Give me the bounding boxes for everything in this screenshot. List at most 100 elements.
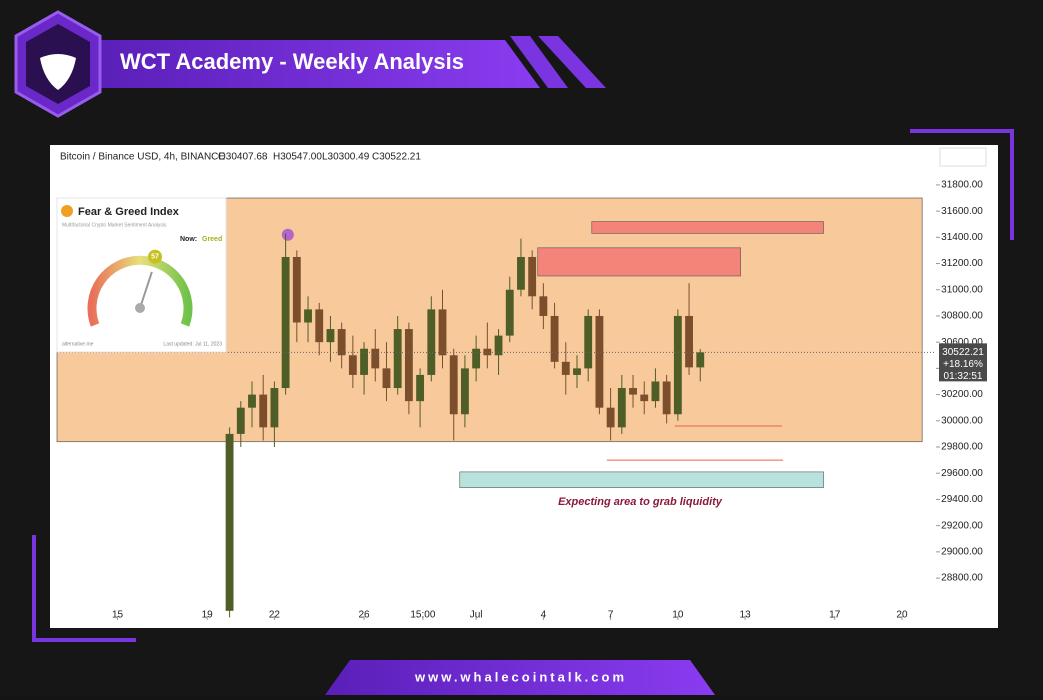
candle-body <box>326 329 335 343</box>
candle-body <box>304 309 312 323</box>
candle-body <box>517 256 525 290</box>
candle-body <box>382 368 391 389</box>
candle-body <box>573 368 581 375</box>
candle-body <box>505 289 514 336</box>
candle-body <box>617 388 626 428</box>
candle-body <box>404 329 413 402</box>
annotation: Expecting area to grab liquidity <box>558 496 723 508</box>
x-tick-label: 10 <box>672 610 684 621</box>
candle-body <box>629 388 637 395</box>
candle-body <box>595 315 604 408</box>
candle-body <box>561 361 570 375</box>
fear-greed-card: Fear & Greed Index Multifactorial Crypto… <box>56 197 227 353</box>
y-tick-label: 31200.00 <box>941 258 983 269</box>
footer-url[interactable]: www.whalecointalk.com <box>414 669 627 684</box>
corner-accent <box>910 129 1014 240</box>
x-tick-label: 26 <box>359 610 371 621</box>
candle-body <box>673 315 682 415</box>
ohlc-label: H30547.00 <box>273 152 322 163</box>
gauge-value: 57 <box>151 254 159 261</box>
card-icon <box>61 205 73 217</box>
footer-banner <box>325 660 715 695</box>
price-tag-countdown: 01:32:51 <box>944 371 983 382</box>
card-bg <box>56 197 227 353</box>
marker <box>281 228 294 241</box>
gauge-badge <box>147 249 162 264</box>
y-tick-label: 30600.00 <box>941 337 983 348</box>
x-tick-label: 15 <box>112 610 124 621</box>
y-tick-label: 29400.00 <box>941 494 983 505</box>
zone <box>459 471 824 488</box>
candle-body <box>337 329 346 356</box>
candle-body <box>281 256 290 389</box>
gauge-needle-group: 57 <box>135 249 162 313</box>
corner-accent <box>32 535 136 642</box>
ohlc-label: L30300.49 <box>322 152 370 163</box>
candle-body <box>315 309 324 343</box>
candle-body <box>236 407 245 434</box>
zone <box>591 221 824 234</box>
x-tick-label: 17 <box>829 610 841 621</box>
candle-body <box>449 355 458 415</box>
candle-body <box>292 256 301 323</box>
x-tick-label: 4 <box>541 610 547 621</box>
candle-body <box>584 315 593 369</box>
price-tag <box>939 343 987 382</box>
y-tick-label: 29600.00 <box>941 468 983 479</box>
candle-body <box>270 388 279 428</box>
y-tick-label: 31400.00 <box>941 232 983 243</box>
candle-body <box>696 352 705 368</box>
card-subtitle: Multifactorial Crypto Market Sentiment A… <box>62 222 167 228</box>
candle-body <box>640 394 649 402</box>
price-tag-value: 30522.21 <box>942 347 984 358</box>
candle-body <box>348 355 357 375</box>
candle-body <box>685 315 693 368</box>
now-label: Now: <box>180 236 197 243</box>
ohlc-label: C30522.21 <box>372 152 421 163</box>
candle-body <box>225 433 234 611</box>
x-tick-label: 7 <box>608 610 614 621</box>
title-banner <box>90 40 540 88</box>
candle-body <box>416 374 425 402</box>
x-tick-label: 13 <box>740 610 752 621</box>
banner-stripe <box>538 36 606 88</box>
gauge-needle <box>139 271 153 309</box>
candle-body <box>539 296 548 316</box>
candle-body <box>483 348 492 356</box>
candle-body <box>651 381 660 402</box>
legend: Bitcoin / Binance USD, 4h, BINANCE <box>60 152 225 163</box>
y-tick-label: 29200.00 <box>941 520 983 531</box>
x-tick-label: Jul <box>470 610 483 621</box>
x-tick-label: 20 <box>896 610 908 621</box>
card-updated: Last updated: Jul 11, 2023 <box>163 341 222 347</box>
candle-body <box>662 381 671 415</box>
candle-body <box>360 348 368 375</box>
logo-mark <box>40 54 76 90</box>
candle-body <box>472 348 481 369</box>
y-tick-label: 31000.00 <box>941 284 983 295</box>
ohlc-label: O30407.68 <box>218 152 268 163</box>
candle-body <box>606 407 615 428</box>
candle-body <box>371 348 380 369</box>
y-tick-label: 30000.00 <box>941 415 983 426</box>
gauge-arc <box>87 255 193 327</box>
y-tick-label: 30800.00 <box>941 311 983 322</box>
price-tag-change: +18.16% <box>943 359 983 370</box>
candle-body <box>427 309 436 375</box>
y-tick-label: 29000.00 <box>941 546 983 557</box>
candle-body <box>259 394 268 428</box>
gauge-hub <box>135 303 145 313</box>
x-tick-label: 22 <box>269 610 281 621</box>
toolbar-button[interactable] <box>939 147 987 167</box>
x-tick-label: 19 <box>202 610 214 621</box>
card-source: alternative.me <box>62 341 94 347</box>
candle-body <box>438 309 447 356</box>
y-tick-label: 30200.00 <box>941 389 983 400</box>
card-title: Fear & Greed Index <box>78 206 180 218</box>
zone <box>537 247 741 277</box>
y-tick-label: 29800.00 <box>941 442 983 453</box>
candle-body <box>248 394 256 408</box>
candle-body <box>494 335 503 356</box>
